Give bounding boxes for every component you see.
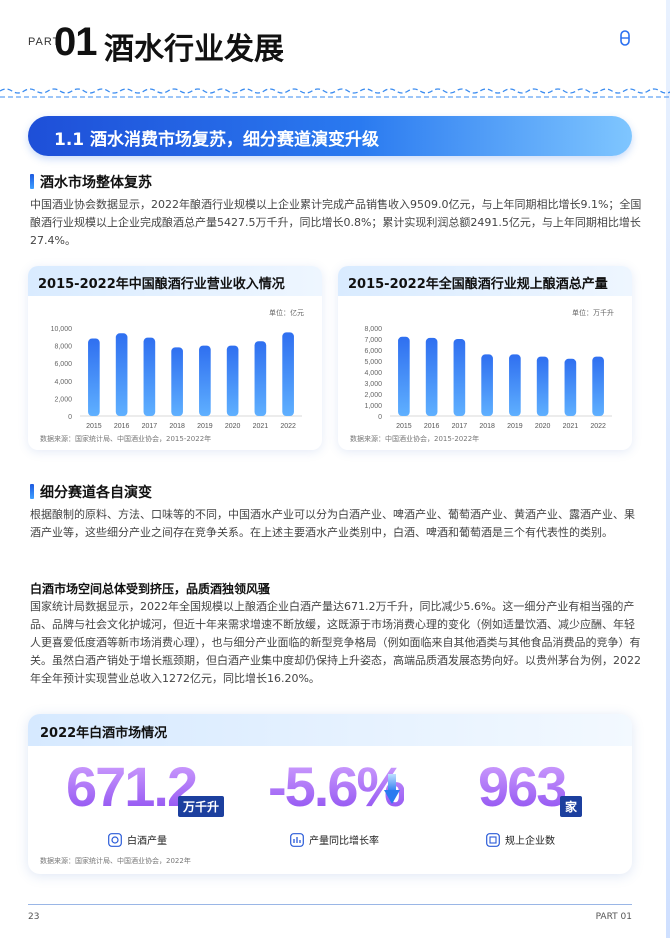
y-tick-label: 0 [378, 414, 382, 421]
chart-card-output: 2015-2022年全国酿酒行业规上酿酒总产量 单位：万千升 0 1,000 2,0… [338, 266, 632, 450]
section-banner-text: 1.1 酒水消费市场复苏，细分赛道演变升级 [54, 130, 380, 150]
y-tick-label: 8,000 [54, 344, 72, 351]
down-arrow-icon [384, 774, 400, 804]
page-title: 酒水行业发展 [104, 32, 284, 67]
x-tick-label: 2019 [197, 423, 213, 430]
y-tick-label: 4,000 [54, 379, 72, 386]
liquor-icon [108, 832, 122, 847]
chart-card-revenue: 2015-2022年中国酿酒行业营业收入情况 单位：亿元 0 2,000 4,000… [28, 266, 322, 450]
section-banner: 1.1 酒水消费市场复苏，细分赛道演变升级 [28, 116, 632, 156]
header-decoration-icon [620, 30, 630, 46]
x-tick-label: 2015 [86, 423, 102, 430]
bar-2022 [592, 356, 604, 416]
x-tick-label: 2017 [142, 423, 158, 430]
y-tick-label: 2,000 [54, 396, 72, 403]
bar-2017 [143, 337, 156, 416]
bar-2021 [254, 341, 267, 416]
x-tick-label: 2021 [253, 423, 269, 430]
stat-companies-unit: 家 [560, 796, 583, 817]
page-edge [666, 0, 670, 938]
stat-companies-value: 963 [478, 755, 567, 818]
stat-companies-label: 规上企业数 [505, 836, 555, 847]
y-tick-label: 1,000 [364, 403, 382, 410]
footer-part-label: PART 01 [595, 912, 632, 922]
y-tick-label: 7,000 [364, 337, 382, 344]
x-tick-label: 2016 [424, 423, 440, 430]
x-tick-label: 2018 [169, 423, 185, 430]
y-tick-label: 5,000 [364, 359, 382, 366]
bar-2021 [564, 358, 577, 416]
x-tick-label: 2017 [452, 423, 468, 430]
stat-companies-label-group: 规上企业数 [486, 832, 555, 847]
market-card-title: 2022年白酒市场情况 [28, 714, 632, 746]
part-label: PART [28, 36, 61, 48]
stat-output-value: 671.2 [66, 755, 198, 818]
chart-unit-output: 单位：万千升 [572, 309, 614, 317]
y-tick-label: 2,000 [364, 392, 382, 399]
stat-growth-label: 产量同比增长率 [309, 836, 379, 847]
bar-2018 [171, 347, 183, 416]
x-tick-label: 2018 [479, 423, 495, 430]
x-tick-label: 2022 [590, 423, 606, 430]
paragraph-segments: 根据酿制的原料、方法、口味等的不同，中国酒水产业可以分为白酒产业、啤酒产业、葡萄… [30, 508, 635, 539]
bar-2015 [88, 338, 100, 416]
bar-2020 [226, 345, 239, 416]
page-number: 23 [28, 912, 40, 922]
chart-source-revenue: 数据来源：国家统计局、中国酒业协会，2015-2022年 [40, 435, 212, 443]
bar-2020 [536, 356, 549, 416]
bar-2019 [509, 354, 521, 416]
chart-title-revenue: 2015-2022年中国酿酒行业营业收入情况 [28, 266, 322, 296]
y-tick-label: 4,000 [364, 370, 382, 377]
y-tick-label: 6,000 [364, 348, 382, 355]
bar-2016 [425, 337, 438, 416]
y-tick-label: 3,000 [364, 381, 382, 388]
chart-unit-revenue: 单位：亿元 [269, 309, 304, 317]
bar-2022 [282, 332, 294, 416]
stat-growth-value: -5.6% [268, 755, 406, 818]
bar-2016 [115, 333, 128, 416]
bar-2018 [481, 354, 493, 416]
stat-output-label-group: 白酒产量 [108, 832, 167, 847]
subheading-market-recovery: 酒水市场整体复苏 [30, 172, 152, 192]
part-number: 01 [54, 20, 97, 64]
subheading-segments: 细分赛道各自演变 [30, 482, 152, 502]
x-tick-label: 2020 [535, 423, 551, 430]
chart-source-output: 数据来源：中国酒业协会，2015-2022年 [350, 435, 480, 443]
paragraph-market-recovery: 中国酒业协会数据显示，2022年酿酒行业规模以上企业累计完成产品销售收入9509… [30, 198, 642, 247]
y-tick-label: 10,000 [51, 326, 73, 333]
x-tick-label: 2016 [114, 423, 130, 430]
y-tick-label: 6,000 [54, 361, 72, 368]
stat-output-unit: 万千升 [178, 796, 225, 817]
revenue-bar-chart: 0 2,000 4,000 6,000 8,000 10,000 2015 2016 2017 2… [51, 326, 302, 430]
x-tick-label: 2020 [225, 423, 241, 430]
y-tick-label: 0 [68, 414, 72, 421]
bar-2015 [398, 336, 410, 416]
x-tick-label: 2021 [563, 423, 579, 430]
subheading-baijiu: 白酒市场空间总体受到挤压，品质酒独领风骚 [30, 582, 271, 596]
market-source: 数据来源：国家统计局、中国酒业协会，2022年 [40, 857, 191, 865]
chart-title-output: 2015-2022年全国酿酒行业规上酿酒总产量 [338, 266, 632, 296]
dashed-divider [0, 88, 670, 98]
x-tick-label: 2022 [280, 423, 296, 430]
x-tick-label: 2015 [396, 423, 412, 430]
stat-output-label: 白酒产量 [127, 836, 167, 847]
stat-growth-label-group: 产量同比增长率 [290, 832, 379, 847]
output-bar-chart: 0 1,000 2,000 3,000 4,000 5,000 6,000 7,000 8,00… [364, 326, 612, 430]
x-tick-label: 2019 [507, 423, 523, 430]
building-icon [486, 832, 500, 847]
paragraph-baijiu: 国家统计局数据显示，2022年全国规模以上酿酒企业白酒产量达671.2万千升，同… [30, 600, 641, 685]
footer-divider [28, 904, 632, 905]
y-tick-label: 8,000 [364, 326, 382, 333]
bar-2019 [199, 345, 211, 416]
bar-chart-icon [290, 832, 304, 847]
baijiu-market-card: 2022年白酒市场情况 671.2 万千升 白酒产量 -5.6% 产量同比增长率 [28, 714, 632, 874]
bar-2017 [453, 339, 466, 416]
